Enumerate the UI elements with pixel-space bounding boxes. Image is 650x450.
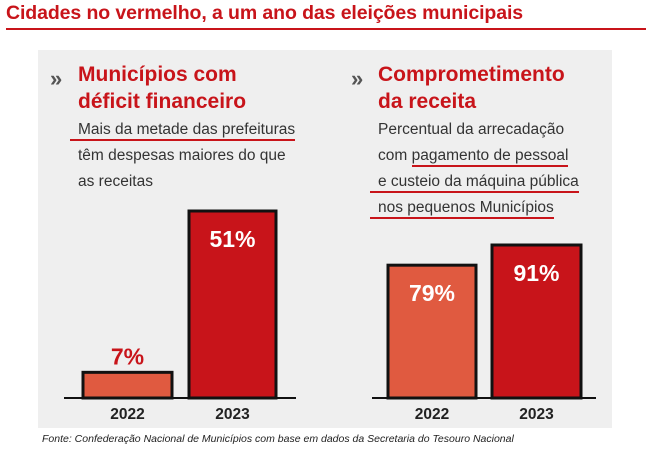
right-desc-line4: nos pequenos Municípios: [370, 199, 554, 219]
headline-underline: [6, 28, 646, 30]
right-title-line2: da receita: [378, 90, 477, 113]
right-desc-line3: e custeio da máquina pública: [370, 173, 579, 193]
category-label: 2023: [519, 406, 554, 423]
category-label: 2023: [215, 406, 250, 423]
chart-bar: [490, 243, 583, 400]
headline: Cidades no vermelho, a um ano das eleiçõ…: [6, 2, 524, 24]
left-panel-description: Mais da metade das prefeituras têm despe…: [70, 117, 296, 195]
category-label: 2022: [110, 406, 144, 423]
bar-value-label: 7%: [111, 343, 144, 369]
bar-value-label: 51%: [209, 226, 255, 252]
bar-value-label: 91%: [513, 260, 559, 286]
right-panel-description: Percentual da arrecadação com pagamento …: [370, 117, 579, 221]
right-desc-line2-prefix: com: [378, 147, 412, 164]
chart-bar: [187, 209, 278, 400]
left-desc-line3: as receitas: [78, 173, 153, 190]
right-title-line1: Comprometimento: [378, 63, 565, 86]
right-desc-line1: Percentual da arrecadação: [378, 121, 565, 138]
chevron-right-icon: »: [351, 66, 364, 91]
source-note: Fonte: Confederação Nacional de Municípi…: [42, 433, 514, 445]
left-panel-title: Municípios com déficit financeiro: [78, 61, 246, 115]
right-desc-line2-underlined: pagamento de pessoal: [411, 147, 569, 167]
left-title-line1: Municípios com: [78, 63, 237, 86]
left-title-line2: déficit financeiro: [78, 90, 247, 113]
chart-bar: [81, 370, 174, 400]
right-panel-title: Comprometimento da receita: [378, 61, 565, 115]
left-desc-line2: têm despesas maiores do que: [78, 147, 286, 164]
chevron-right-icon: »: [50, 66, 63, 91]
left-desc-line1: Mais da metade das prefeituras: [70, 121, 296, 141]
category-label: 2022: [415, 406, 449, 423]
bar-value-label: 79%: [409, 280, 455, 306]
